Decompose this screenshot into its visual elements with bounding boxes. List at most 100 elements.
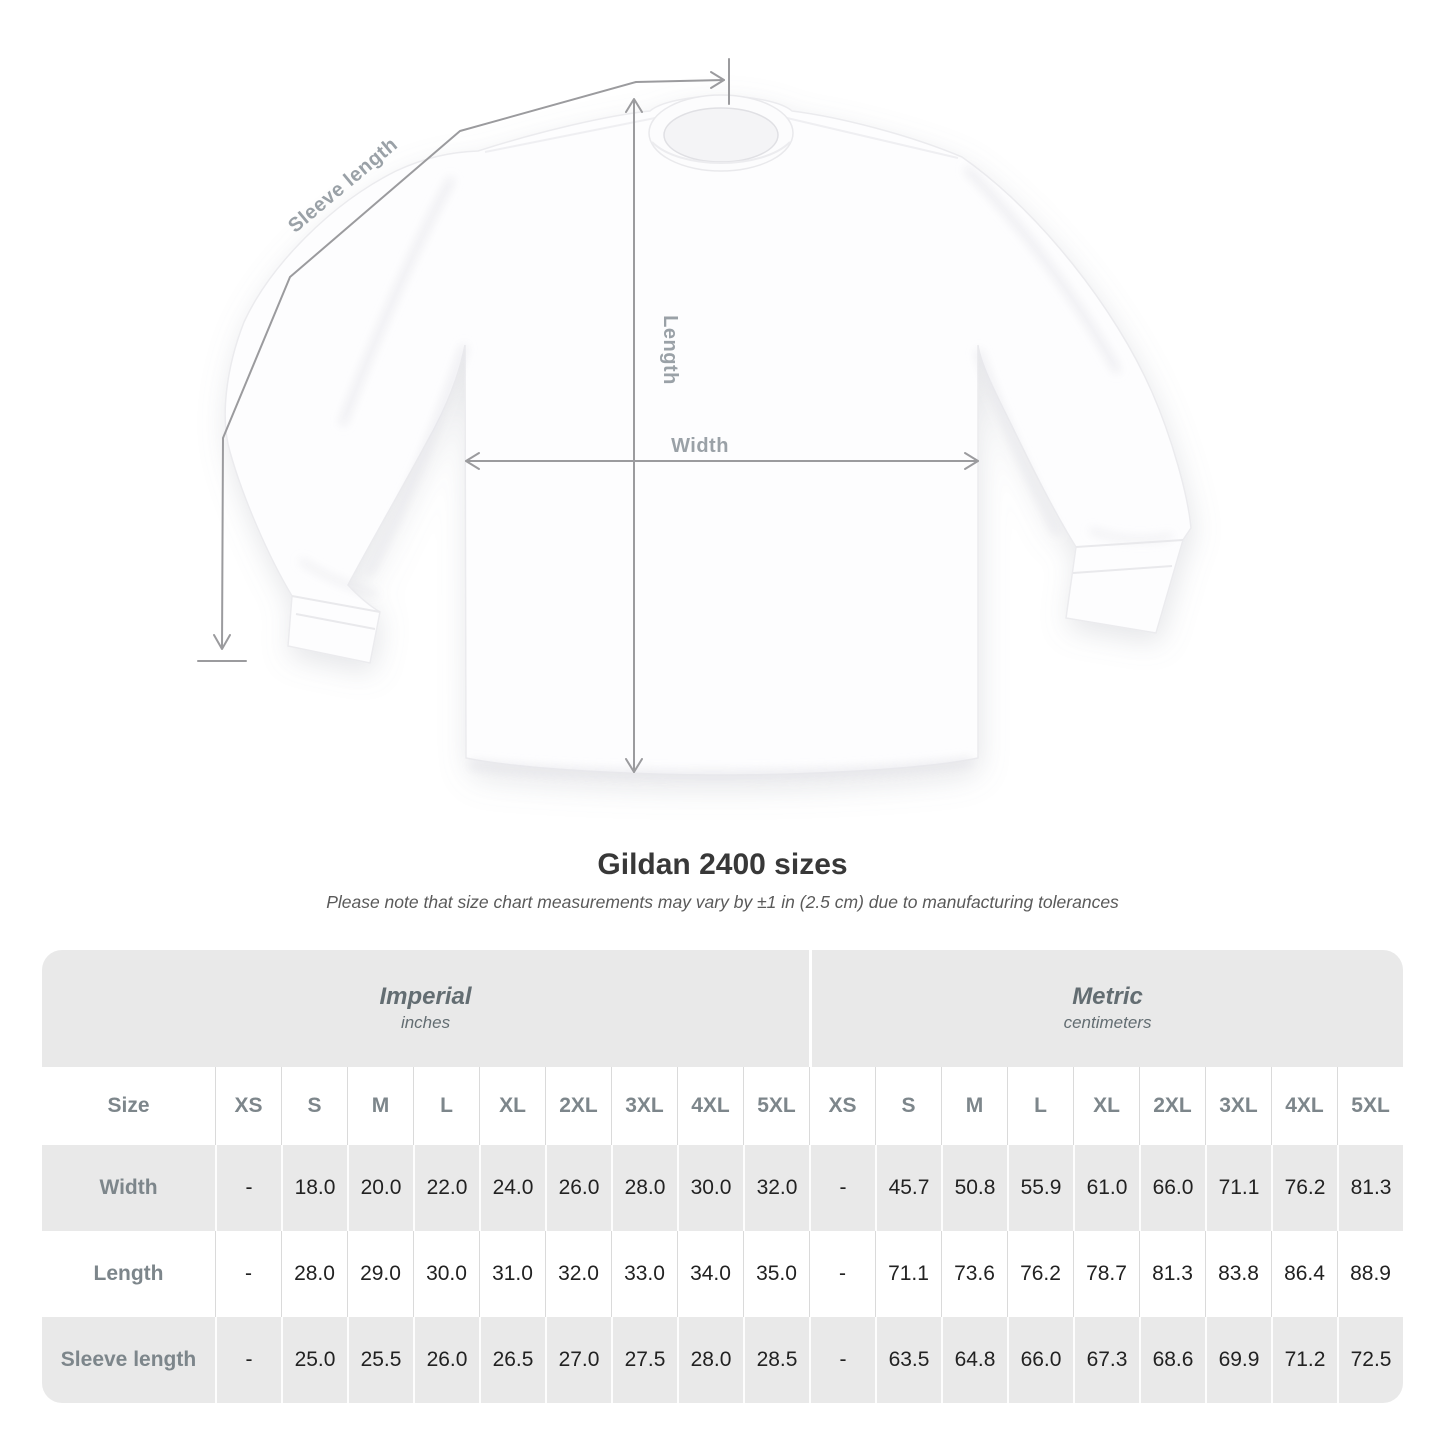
measurement-row-label: Width bbox=[42, 1145, 215, 1231]
unit-metric-cell: Metric centimeters bbox=[809, 950, 1404, 1067]
length-label: Length bbox=[659, 315, 681, 385]
measurement-value-cell: 67.3 bbox=[1073, 1317, 1140, 1403]
imperial-label: Imperial bbox=[379, 983, 472, 1011]
measurement-value-cell: 86.4 bbox=[1271, 1231, 1338, 1317]
unit-header-row: Imperial inches Metric centimeters bbox=[42, 950, 1404, 1067]
size-column-header: XL bbox=[479, 1067, 545, 1145]
imperial-sub-label: inches bbox=[400, 1013, 451, 1033]
measurement-row: Length -28.0 29.0 30.0 31.0 32.0 33.0 34.0 35.0-… bbox=[42, 1231, 1404, 1317]
size-column-header: 4XL bbox=[677, 1067, 743, 1145]
measurement-value-cell: - bbox=[215, 1231, 281, 1317]
measurement-value-cell: 25.0 bbox=[281, 1317, 347, 1403]
size-table: Imperial inches Metric centimeters Size … bbox=[42, 950, 1404, 1403]
size-column-header: 5XL bbox=[1337, 1067, 1404, 1145]
measurement-value-cell: 68.6 bbox=[1139, 1317, 1206, 1403]
measurement-value-cell: 81.3 bbox=[1139, 1231, 1206, 1317]
measurement-value-cell: 45.7 bbox=[875, 1145, 942, 1231]
measurement-value-cell: 71.2 bbox=[1271, 1317, 1338, 1403]
measurement-value-cell: 32.0 bbox=[545, 1231, 611, 1317]
size-column-header: 5XL bbox=[743, 1067, 810, 1145]
measurement-value-cell: 33.0 bbox=[611, 1231, 677, 1317]
measurement-value-cell: 73.6 bbox=[941, 1231, 1008, 1317]
size-column-header: 3XL bbox=[1205, 1067, 1272, 1145]
size-header-label: Size bbox=[42, 1067, 215, 1145]
collar bbox=[648, 94, 794, 172]
width-arrow bbox=[465, 452, 979, 470]
measurement-value-cell: 71.1 bbox=[1205, 1145, 1272, 1231]
size-column-header: L bbox=[1007, 1067, 1074, 1145]
size-column-header: 2XL bbox=[1139, 1067, 1206, 1145]
measurement-value-cell: 50.8 bbox=[941, 1145, 1008, 1231]
measurement-value-cell: 28.5 bbox=[743, 1317, 810, 1403]
measurement-value-cell: 18.0 bbox=[281, 1145, 347, 1231]
metric-sub-label: centimeters bbox=[1063, 1013, 1152, 1033]
size-column-header: XS bbox=[215, 1067, 281, 1145]
measurement-value-cell: 29.0 bbox=[347, 1231, 413, 1317]
length-arrow bbox=[625, 98, 643, 773]
measurement-value-cell: 78.7 bbox=[1073, 1231, 1140, 1317]
measurement-value-cell: 30.0 bbox=[677, 1145, 743, 1231]
measurement-row: Width -18.0 20.0 22.0 24.0 26.0 28.0 30.0 32.0-4… bbox=[42, 1145, 1404, 1231]
measurement-value-cell: 20.0 bbox=[347, 1145, 413, 1231]
measurement-value-cell: 35.0 bbox=[743, 1231, 810, 1317]
measurement-value-cell: 27.0 bbox=[545, 1317, 611, 1403]
measurement-value-cell: 71.1 bbox=[875, 1231, 942, 1317]
measurement-value-cell: 26.0 bbox=[413, 1317, 479, 1403]
measurement-value-cell: 76.2 bbox=[1007, 1231, 1074, 1317]
measurement-value-cell: 24.0 bbox=[479, 1145, 545, 1231]
measurement-value-cell: 66.0 bbox=[1007, 1317, 1074, 1403]
shirt-measurement-diagram: Sleeve length Length Width bbox=[197, 58, 1192, 780]
size-column-header: 2XL bbox=[545, 1067, 611, 1145]
size-column-header: S bbox=[281, 1067, 347, 1145]
measurement-value-cell: 83.8 bbox=[1205, 1231, 1272, 1317]
measurement-row: Sleeve length -25.0 25.5 26.0 26.5 27.0 27.5 28… bbox=[42, 1317, 1404, 1403]
measurement-value-cell: 81.3 bbox=[1337, 1145, 1404, 1231]
measurement-value-cell: 64.8 bbox=[941, 1317, 1008, 1403]
size-column-header: XS bbox=[809, 1067, 876, 1145]
measurement-value-cell: 28.0 bbox=[281, 1231, 347, 1317]
width-label: Width bbox=[671, 435, 729, 457]
measurement-value-cell: 31.0 bbox=[479, 1231, 545, 1317]
measurement-value-cell: 72.5 bbox=[1337, 1317, 1404, 1403]
size-table-body: Imperial inches Metric centimeters Size … bbox=[42, 950, 1404, 1403]
measurement-value-cell: 26.0 bbox=[545, 1145, 611, 1231]
metric-label: Metric bbox=[1072, 983, 1143, 1011]
measurement-row-label: Sleeve length bbox=[42, 1317, 215, 1403]
size-column-header: M bbox=[347, 1067, 413, 1145]
measurement-value-cell: 63.5 bbox=[875, 1317, 942, 1403]
size-column-header: 3XL bbox=[611, 1067, 677, 1145]
measurement-value-cell: 28.0 bbox=[611, 1145, 677, 1231]
long-sleeve-shirt-illustration bbox=[224, 94, 1192, 780]
measurement-value-cell: - bbox=[215, 1145, 281, 1231]
measurement-value-cell: 22.0 bbox=[413, 1145, 479, 1231]
measurement-value-cell: 69.9 bbox=[1205, 1317, 1272, 1403]
measurement-value-cell: 25.5 bbox=[347, 1317, 413, 1403]
measurement-arrows bbox=[197, 58, 979, 773]
size-column-header: L bbox=[413, 1067, 479, 1145]
size-column-header: XL bbox=[1073, 1067, 1140, 1145]
measurement-value-cell: 34.0 bbox=[677, 1231, 743, 1317]
measurement-value-cell: 76.2 bbox=[1271, 1145, 1338, 1231]
measurement-value-cell: 55.9 bbox=[1007, 1145, 1074, 1231]
measurement-value-cell: - bbox=[809, 1231, 876, 1317]
sleeve-length-arrow bbox=[197, 58, 730, 662]
unit-imperial-cell: Imperial inches bbox=[42, 950, 810, 1067]
measurement-value-cell: - bbox=[215, 1317, 281, 1403]
measurement-value-cell: 88.9 bbox=[1337, 1231, 1404, 1317]
measurement-value-cell: - bbox=[809, 1145, 876, 1231]
size-column-header: 4XL bbox=[1271, 1067, 1338, 1145]
measurement-value-cell: 27.5 bbox=[611, 1317, 677, 1403]
measurement-row-label: Length bbox=[42, 1231, 215, 1317]
measurement-value-cell: 61.0 bbox=[1073, 1145, 1140, 1231]
page-subtitle: Please note that size chart measurements… bbox=[326, 892, 1119, 912]
measurement-value-cell: 30.0 bbox=[413, 1231, 479, 1317]
measurement-value-cell: 26.5 bbox=[479, 1317, 545, 1403]
measurement-value-cell: - bbox=[809, 1317, 876, 1403]
page-title: Gildan 2400 sizes bbox=[597, 848, 848, 881]
measurement-value-cell: 28.0 bbox=[677, 1317, 743, 1403]
size-header-row: Size XS S M L XL 2XL 3XL 4XL 5XL XS S M L XL 2XL 3XL 4XL… bbox=[42, 1067, 1404, 1145]
size-column-header: M bbox=[941, 1067, 1008, 1145]
measurement-value-cell: 66.0 bbox=[1139, 1145, 1206, 1231]
measurement-value-cell: 32.0 bbox=[743, 1145, 810, 1231]
